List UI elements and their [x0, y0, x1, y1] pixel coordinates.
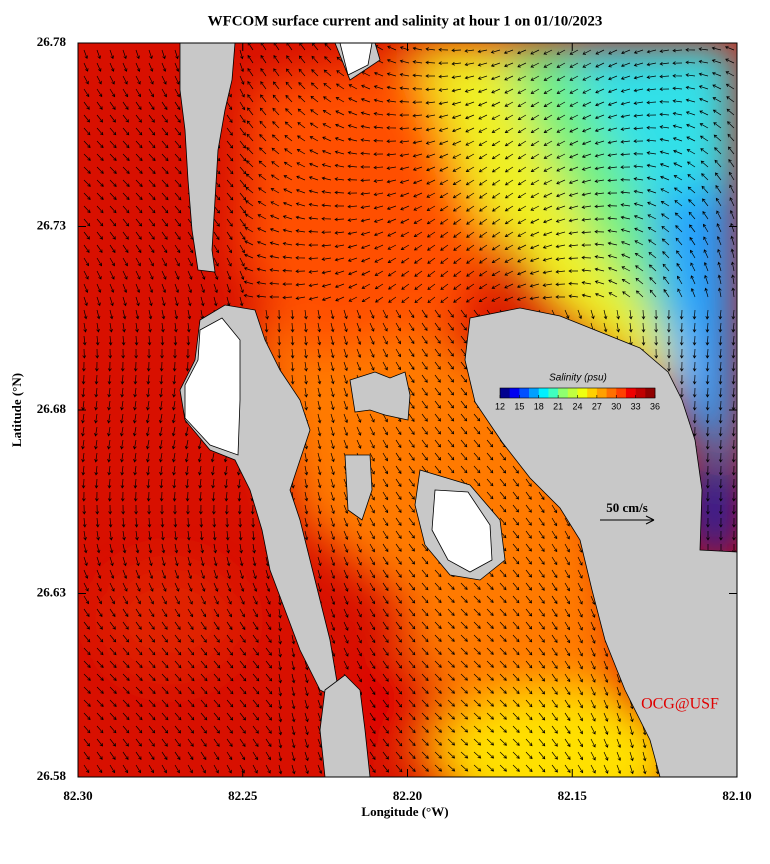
colorbar-swatch — [500, 388, 510, 398]
land-mass — [319, 674, 371, 777]
x-axis-label: Longitude (°W) — [361, 804, 448, 819]
x-tick-label: 82.10 — [722, 788, 751, 803]
colorbar-swatch — [558, 388, 569, 398]
colorbar-swatch — [645, 388, 656, 398]
colorbar-swatch — [529, 388, 540, 398]
colorbar-swatch — [577, 388, 588, 398]
colorbar-swatch — [538, 388, 549, 398]
colorbar-swatch — [567, 388, 578, 398]
colorbar-tick-label: 36 — [650, 401, 660, 411]
colorbar-swatch — [616, 388, 627, 398]
colorbar-swatch — [596, 388, 607, 398]
map-title: WFCOM surface current and salinity at ho… — [208, 13, 603, 29]
credit: OCG@USF — [641, 696, 719, 713]
colorbar-tick-label: 24 — [572, 401, 582, 411]
land-mass — [179, 43, 236, 273]
current-vectors — [81, 43, 737, 775]
colorbar-swatch — [548, 388, 559, 398]
land — [179, 43, 737, 777]
y-tick-label: 26.58 — [37, 768, 67, 783]
colorbar-tick-label: 21 — [553, 401, 563, 411]
y-tick-label: 26.68 — [37, 401, 67, 416]
y-tick-label: 26.63 — [37, 584, 67, 599]
water-patch — [431, 489, 493, 573]
colorbar-tick-label: 30 — [611, 401, 621, 411]
current-vector — [81, 43, 737, 775]
land-mass — [344, 454, 373, 521]
land-mass — [464, 307, 737, 777]
land-mass — [349, 371, 411, 421]
colorbar-tick-label: 12 — [495, 401, 505, 411]
colorbar-tick-label: 27 — [592, 401, 602, 411]
scale-arrow-head — [645, 515, 655, 525]
y-axis-label: Latitude (°N) — [9, 373, 24, 447]
y-tick-label: 26.73 — [37, 217, 67, 232]
x-tick-label: 82.15 — [558, 788, 588, 803]
y-tick-label: 26.78 — [37, 34, 67, 49]
colorbar-swatch — [625, 388, 636, 398]
colorbar-swatch — [635, 388, 646, 398]
colorbar-title: Salinity (psu) — [549, 373, 607, 384]
colorbar-swatch — [509, 388, 520, 398]
x-tick-label: 82.20 — [393, 788, 422, 803]
water-patch — [184, 317, 241, 456]
x-tick-label: 82.30 — [63, 788, 92, 803]
colorbar-swatch — [587, 388, 598, 398]
x-tick-label: 82.25 — [228, 788, 258, 803]
colorbar-tick-label: 18 — [534, 401, 544, 411]
colorbar-tick-label: 33 — [631, 401, 641, 411]
colorbar-tick-label: 15 — [514, 401, 524, 411]
water-patch — [339, 43, 373, 76]
scale-label: 50 cm/s — [606, 500, 648, 515]
colorbar-swatch — [519, 388, 530, 398]
colorbar-swatch — [606, 388, 617, 398]
